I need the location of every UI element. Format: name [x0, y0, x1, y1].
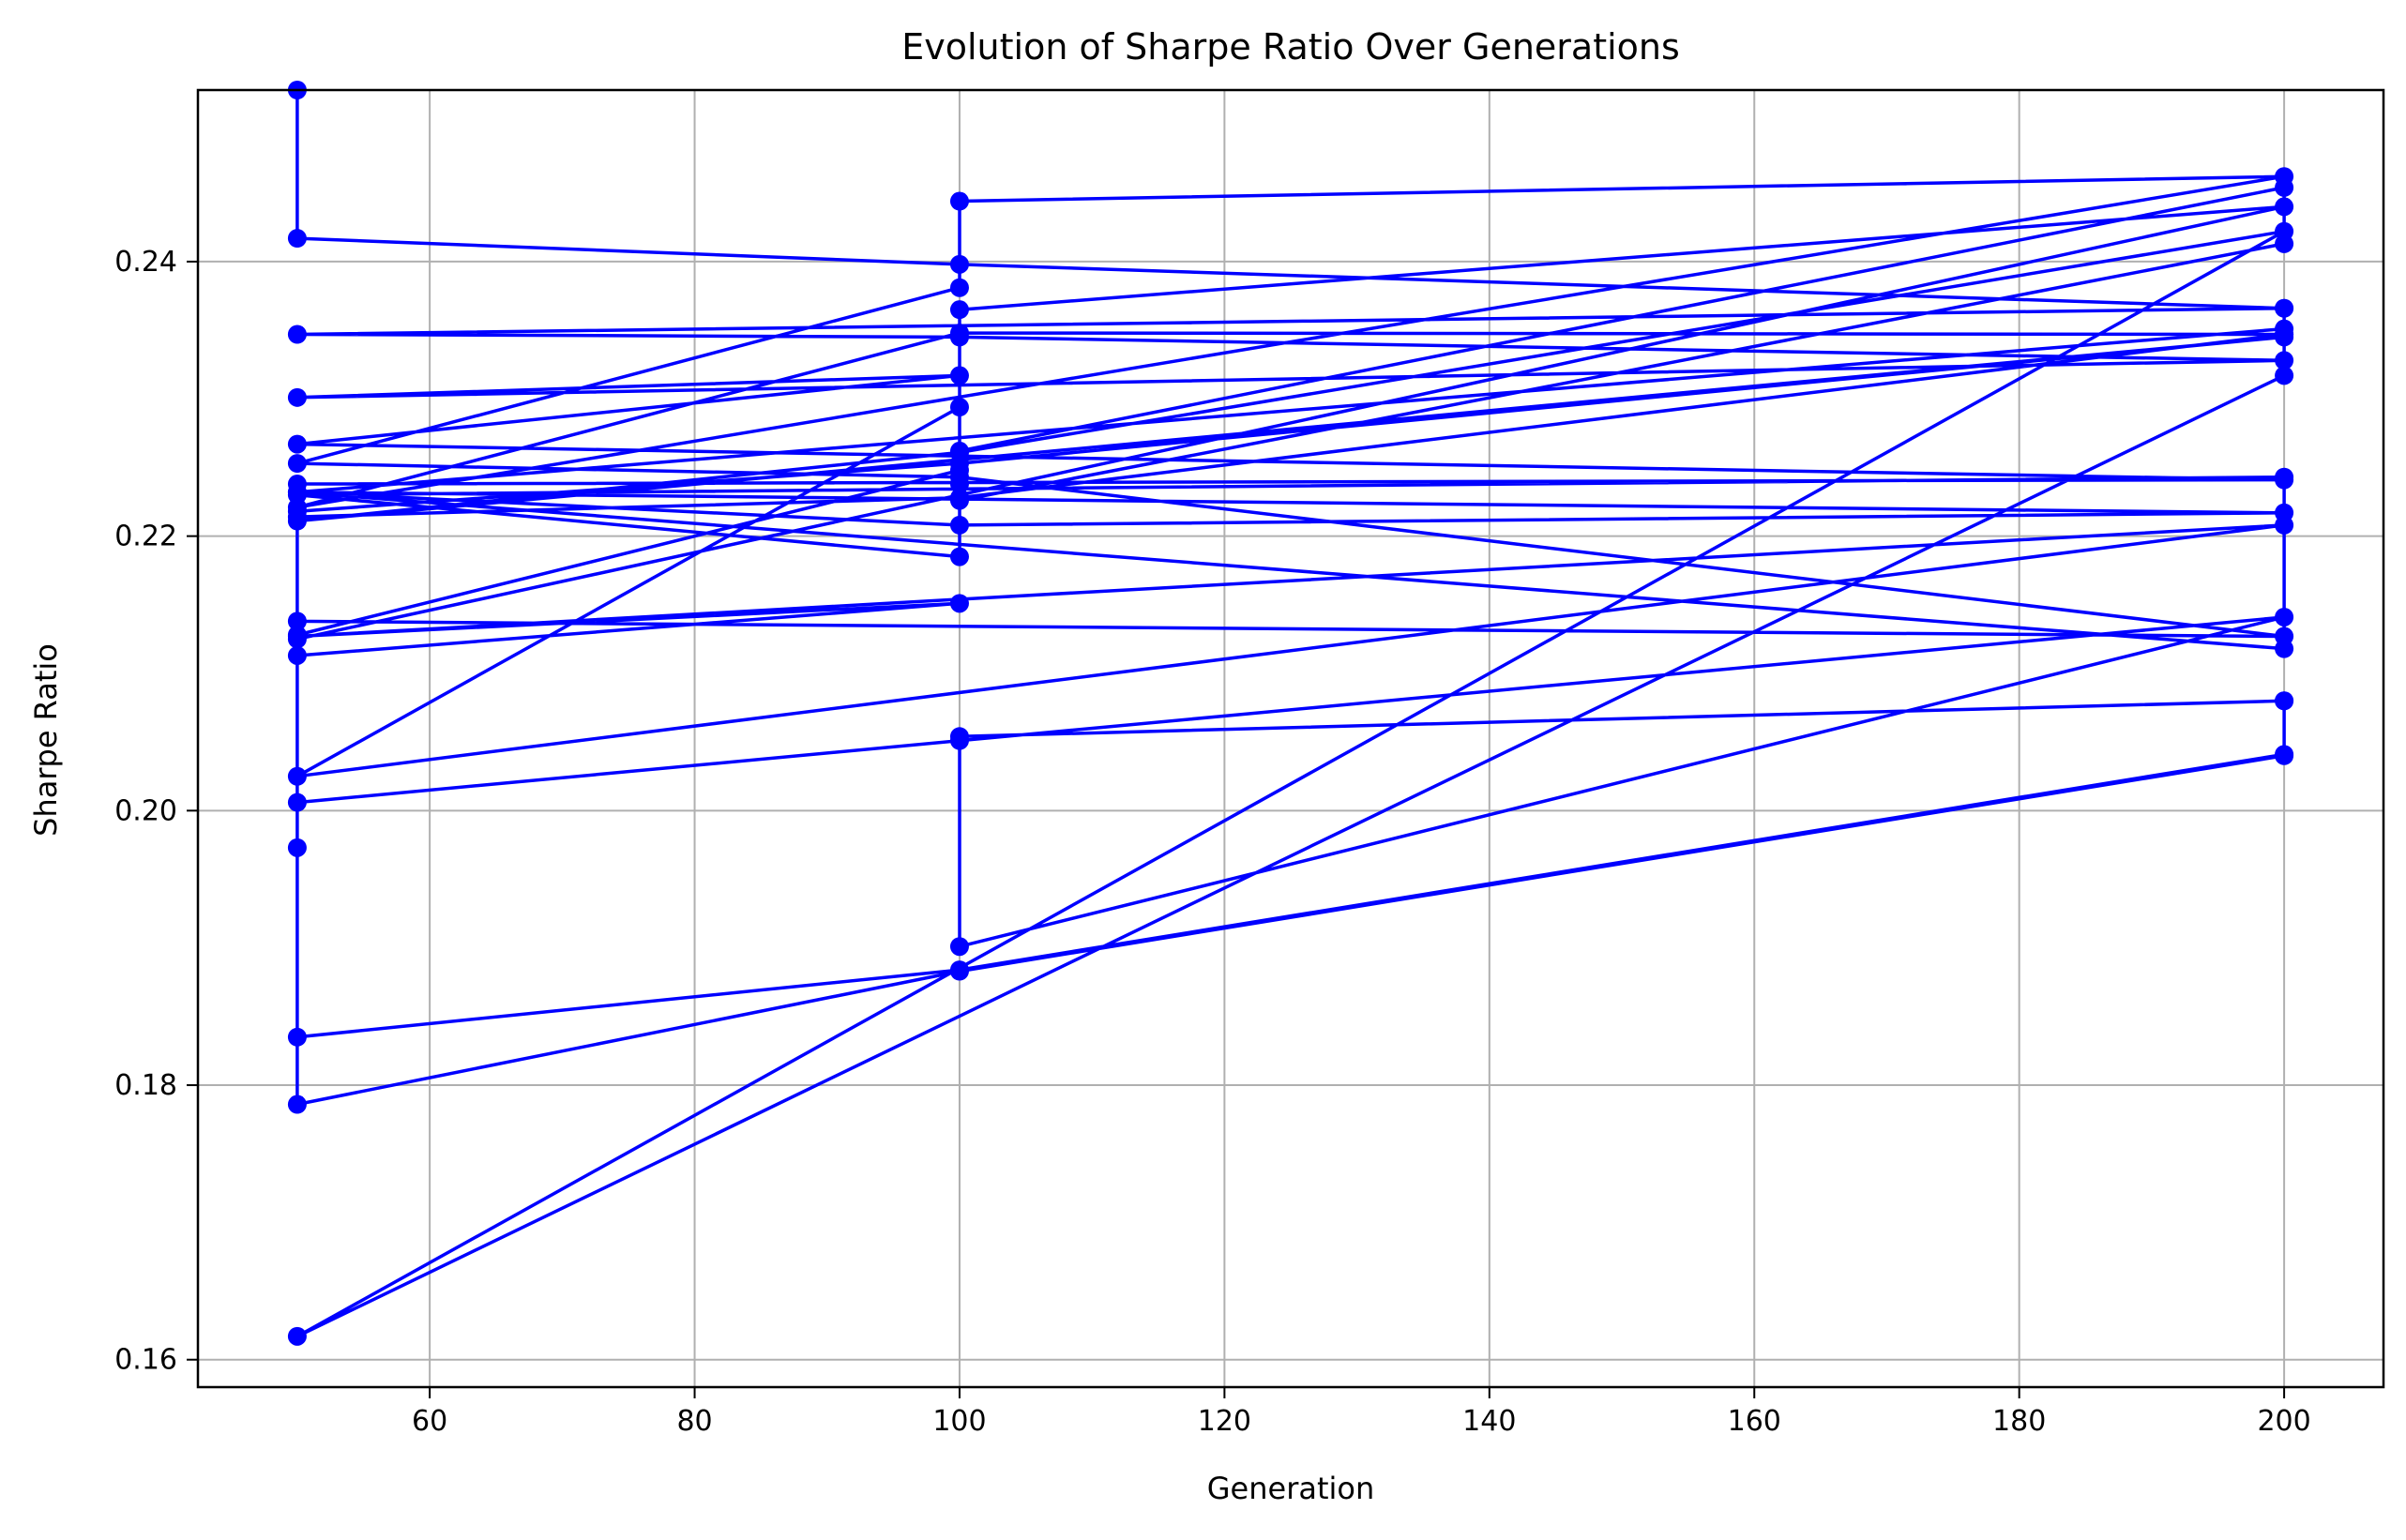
data-point — [949, 937, 969, 957]
data-point — [287, 626, 307, 645]
y-tick-label: 0.24 — [114, 246, 177, 279]
plot-area-frame — [196, 88, 2385, 1389]
data-point — [2275, 298, 2294, 318]
data-point — [949, 300, 969, 320]
axis-ticks: 60 80 100 120 140 160 180 200 0.16 0.18 0.20 0.22 0.… — [114, 246, 2311, 1438]
x-tick-label: 200 — [2257, 1405, 2310, 1438]
data-point — [949, 475, 969, 494]
data-point — [2275, 515, 2294, 535]
x-tick-label: 140 — [1462, 1405, 1516, 1438]
data-point — [949, 515, 969, 535]
data-point — [2275, 197, 2294, 217]
data-point — [287, 611, 307, 631]
data-point — [287, 511, 307, 531]
data-point — [287, 434, 307, 454]
x-tick-label: 80 — [676, 1405, 712, 1438]
y-tick-label: 0.18 — [114, 1069, 177, 1102]
data-point — [2275, 177, 2294, 197]
data-point — [287, 645, 307, 665]
chart-title: Evolution of Sharpe Ratio Over Generatio… — [901, 26, 1680, 68]
data-point — [949, 460, 969, 480]
data-point — [287, 387, 307, 407]
data-point — [949, 731, 969, 750]
data-point — [287, 325, 307, 344]
x-tick-label: 120 — [1198, 1405, 1251, 1438]
x-tick-label: 60 — [412, 1405, 447, 1438]
data-point — [949, 254, 969, 274]
x-axis-label: Generation — [1207, 1471, 1375, 1506]
data-point — [949, 491, 969, 510]
y-tick-label: 0.22 — [114, 521, 177, 553]
data-point — [949, 398, 969, 417]
data-point — [2275, 351, 2294, 370]
data-point — [2275, 691, 2294, 711]
data-point — [287, 229, 307, 249]
data-point — [287, 1027, 307, 1047]
data-point — [287, 766, 307, 786]
data-point — [287, 1326, 307, 1346]
data-point — [2275, 467, 2294, 487]
data-point — [949, 960, 969, 980]
data-point — [2275, 234, 2294, 253]
x-tick-label: 180 — [1992, 1405, 2046, 1438]
data-point — [287, 454, 307, 474]
data-point — [949, 594, 969, 613]
y-tick-label: 0.20 — [114, 794, 177, 827]
data-point — [287, 485, 307, 505]
data-point — [949, 547, 969, 566]
data-point — [2275, 366, 2294, 385]
data-point — [949, 327, 969, 347]
data-point — [949, 441, 969, 460]
y-tick-label: 0.16 — [114, 1344, 177, 1377]
data-point — [949, 278, 969, 297]
y-axis-label: Sharpe Ratio — [28, 643, 64, 837]
data-point — [287, 793, 307, 812]
data-point — [2275, 639, 2294, 658]
data-point — [2275, 319, 2294, 339]
data-point — [2275, 745, 2294, 764]
data-point — [2275, 607, 2294, 627]
x-tick-label: 160 — [1728, 1405, 1781, 1438]
x-tick-label: 100 — [932, 1405, 986, 1438]
data-point — [287, 838, 307, 857]
data-point — [287, 1095, 307, 1114]
data-point — [949, 191, 969, 211]
series-sharpe-ratio — [287, 81, 2294, 1346]
data-point — [949, 366, 969, 385]
